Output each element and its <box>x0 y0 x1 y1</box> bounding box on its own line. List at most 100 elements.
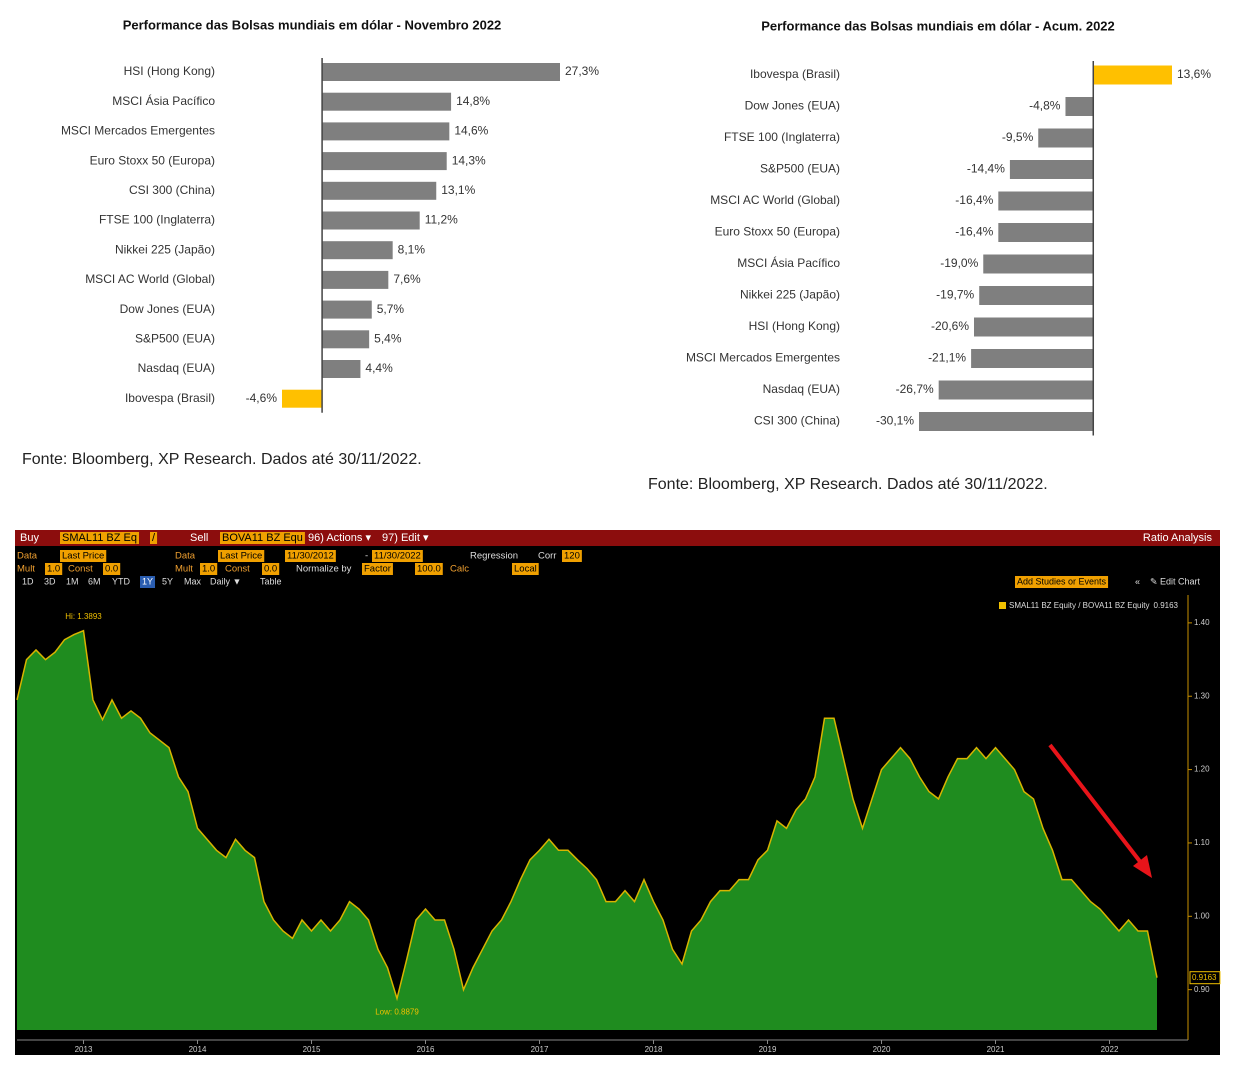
toolbar-text: / <box>152 532 156 544</box>
value-label: 4,4% <box>365 361 393 375</box>
toolbar-field[interactable] <box>103 563 121 575</box>
toolbar-field[interactable] <box>218 550 265 562</box>
toolbar-text: Const <box>225 564 250 575</box>
arrow-head <box>1133 855 1152 878</box>
toolbar-field[interactable] <box>60 532 139 544</box>
value-label: -9,5% <box>1002 130 1034 144</box>
toolbar-field[interactable] <box>200 563 218 575</box>
toolbar-field[interactable] <box>262 563 280 575</box>
category-label: Euro Stoxx 50 (Europa) <box>90 153 215 167</box>
toolbar-text: Daily ▼ <box>210 576 241 586</box>
x-tick-label: 2014 <box>189 1045 207 1054</box>
category-label: Nasdaq (EUA) <box>138 361 215 375</box>
category-label: Ibovespa (Brasil) <box>750 67 840 81</box>
category-label: CSI 300 (China) <box>129 183 215 197</box>
toolbar-text: Last Price <box>62 551 104 562</box>
bar <box>971 349 1094 368</box>
category-label: MSCI Mercados Emergentes <box>61 124 215 138</box>
toolbar-field[interactable] <box>415 563 443 575</box>
x-tick-label: 2018 <box>645 1045 663 1054</box>
toolbar-text: 6M <box>88 576 101 586</box>
y-tick-label: 0.90 <box>1194 985 1210 994</box>
category-label: MSCI Ásia Pacífico <box>737 255 840 270</box>
toolbar-field[interactable] <box>362 563 393 575</box>
source-note: Fonte: Bloomberg, XP Research. Dados até… <box>22 451 422 468</box>
annotation: Hi: 1.3893 <box>65 612 102 621</box>
value-label: -16,4% <box>955 193 993 207</box>
value-label: -20,6% <box>931 319 969 333</box>
bar <box>322 181 437 200</box>
area-fill <box>17 630 1157 1030</box>
bar <box>979 286 1094 305</box>
toolbar-field[interactable] <box>512 563 539 575</box>
value-label: -4,8% <box>1029 99 1061 113</box>
category-label: FTSE 100 (Inglaterra) <box>724 130 840 144</box>
bar <box>1009 160 1094 179</box>
category-label: MSCI Ásia Pacífico <box>112 93 215 108</box>
toolbar-text: Normalize by <box>296 564 352 575</box>
last-value-box <box>1189 971 1221 985</box>
toolbar-text: Const <box>68 564 93 575</box>
bar <box>974 317 1094 337</box>
y-tick-label: 1.20 <box>1194 765 1210 774</box>
bar <box>322 270 389 289</box>
bar <box>322 152 447 171</box>
category-label: HSI (Hong Kong) <box>749 319 840 333</box>
legend-label: SMAL11 BZ Equity / BOVA11 BZ Equity <box>1009 601 1150 610</box>
toolbar-text: BOVA11 BZ Equ <box>222 532 303 544</box>
toolbar-text: - <box>365 551 368 562</box>
source-note: Fonte: Bloomberg, XP Research. Dados até… <box>648 476 1048 493</box>
toolbar-text: Table <box>260 576 282 586</box>
toolbar-field[interactable] <box>45 563 63 575</box>
x-tick-label: 2021 <box>987 1045 1005 1054</box>
chart-title: Performance das Bolsas mundiais em dólar… <box>123 17 502 32</box>
category-label: HSI (Hong Kong) <box>124 64 215 78</box>
category-label: S&P500 (EUA) <box>135 331 215 345</box>
value-label: -26,7% <box>896 382 934 396</box>
bar <box>322 241 393 260</box>
value-label: 14,8% <box>456 94 490 108</box>
value-label: -21,1% <box>928 351 966 365</box>
toolbar-field[interactable] <box>562 550 582 562</box>
toolbar-field[interactable] <box>285 550 336 562</box>
category-label: CSI 300 (China) <box>754 414 840 428</box>
toolbar-text: 1M <box>66 576 79 586</box>
value-label: -19,7% <box>936 288 974 302</box>
bar <box>998 223 1094 242</box>
value-label: -4,6% <box>246 391 278 405</box>
toolbar-field[interactable] <box>372 550 423 562</box>
bar <box>1093 65 1172 85</box>
toolbar-text: Mult <box>175 564 193 575</box>
value-label: -30,1% <box>876 414 914 428</box>
toolbar-text: YTD <box>112 576 131 586</box>
toolbar-text: 5Y <box>162 576 173 586</box>
toolbar-text: Ratio Analysis <box>1143 532 1213 544</box>
toolbar-text: Last Price <box>220 551 262 562</box>
toolbar-field[interactable] <box>140 576 156 588</box>
toolbar-field[interactable] <box>220 532 305 544</box>
toolbar-text: 96) Actions ▾ <box>308 532 371 544</box>
annotation: Low: 0.8879 <box>375 1008 419 1017</box>
toolbar-text: Regression <box>470 551 518 562</box>
toolbar-text: Data <box>17 551 38 562</box>
toolbar-field[interactable] <box>150 532 158 544</box>
bar <box>322 63 560 81</box>
toolbar-text: Local <box>514 564 537 575</box>
toolbar-field[interactable] <box>1015 576 1109 588</box>
category-label: MSCI AC World (Global) <box>85 272 215 286</box>
toolbar-text: 1D <box>22 576 34 586</box>
toolbar-text: Calc <box>450 564 469 575</box>
x-tick-label: 2016 <box>417 1045 435 1054</box>
bar <box>322 300 372 319</box>
category-label: Nasdaq (EUA) <box>763 382 840 396</box>
toolbar-field[interactable] <box>60 550 107 562</box>
legend-value: 0.9163 <box>1154 601 1179 610</box>
value-label: -19,0% <box>940 256 978 270</box>
bar <box>938 380 1094 400</box>
value-label: 14,6% <box>454 124 488 138</box>
value-label: 13,6% <box>1177 67 1211 81</box>
category-label: Dow Jones (EUA) <box>745 99 840 113</box>
y-tick-label: 1.40 <box>1194 618 1210 627</box>
bar <box>282 389 323 408</box>
